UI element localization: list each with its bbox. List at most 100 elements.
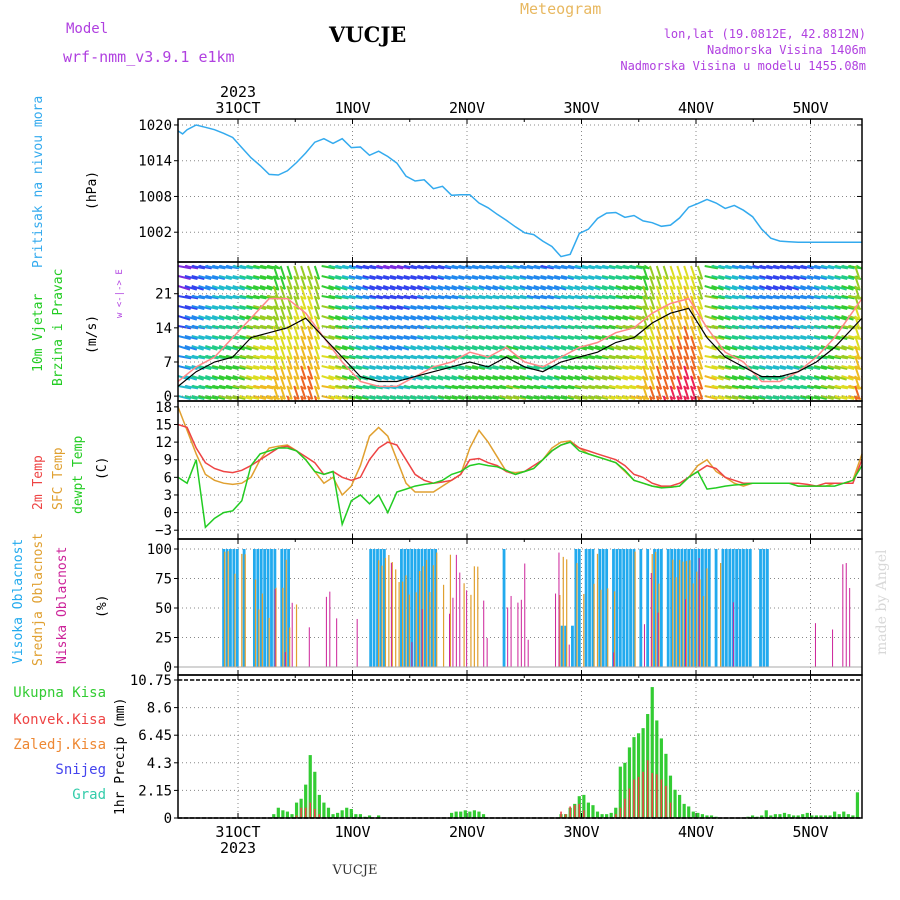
wind-arrow bbox=[704, 385, 719, 390]
mid-cloud-bar bbox=[254, 579, 257, 667]
low-cloud-bar bbox=[650, 573, 652, 667]
low-cloud-bar bbox=[698, 558, 700, 667]
wind-arrow bbox=[800, 325, 814, 330]
wind-arrow-head bbox=[273, 406, 278, 409]
wind-arrow bbox=[307, 345, 314, 360]
wind-arrow bbox=[793, 265, 807, 270]
wind-arrow bbox=[560, 295, 575, 300]
mid-cloud-bar bbox=[658, 583, 660, 667]
wind-arrow bbox=[601, 325, 616, 330]
wind-arrow bbox=[512, 265, 527, 270]
wind-arrow bbox=[362, 385, 377, 390]
wind-arrow bbox=[772, 355, 787, 360]
wind-arrow bbox=[642, 345, 649, 360]
wind-arrow bbox=[499, 265, 513, 270]
high-cloud-bar bbox=[369, 549, 373, 667]
wind-arrow bbox=[649, 345, 656, 360]
wind-arrow bbox=[403, 295, 418, 300]
wind-panel: 0 7 14 21 bbox=[155, 261, 863, 409]
wind-arrow bbox=[348, 265, 363, 270]
wind-arrow bbox=[424, 295, 438, 300]
wind-arrow bbox=[178, 265, 192, 270]
wind-arrow bbox=[642, 355, 649, 370]
wind-arrow bbox=[478, 385, 493, 390]
wind-arrow bbox=[676, 305, 683, 320]
product-title: Meteogram bbox=[520, 0, 601, 18]
wind-arrow bbox=[745, 385, 760, 390]
wind-arrow bbox=[696, 265, 704, 280]
y-tick-label: 75 bbox=[155, 572, 172, 588]
wind-arrow-head bbox=[287, 406, 292, 409]
high-cloud-bar bbox=[382, 549, 386, 667]
total-precip-bar bbox=[851, 815, 855, 818]
wind-arrow bbox=[554, 325, 568, 330]
wind-arrow bbox=[731, 265, 746, 270]
y-tick-label: 12 bbox=[155, 435, 172, 451]
wind-arrow bbox=[307, 325, 314, 340]
wind-arrow bbox=[683, 285, 690, 300]
wind-arrow bbox=[752, 265, 766, 270]
wind-arrow bbox=[772, 265, 787, 270]
wind-arrow bbox=[321, 325, 335, 330]
wind-arrow bbox=[854, 325, 861, 340]
wind-arrow bbox=[376, 265, 390, 270]
wind-arrow bbox=[293, 345, 300, 360]
wind-arrow bbox=[827, 295, 842, 300]
high-cloud-bar bbox=[721, 549, 725, 667]
mid-cloud-bar bbox=[391, 562, 393, 667]
wind-arrow bbox=[669, 315, 676, 330]
wind-arrow bbox=[752, 295, 766, 300]
conv-precip-bar bbox=[564, 814, 567, 818]
wind-arrow bbox=[300, 265, 307, 280]
mid-cloud-bar bbox=[227, 551, 229, 667]
wind-arrow bbox=[410, 325, 424, 330]
wind-arrow bbox=[662, 305, 670, 320]
mid-cloud-bar bbox=[720, 563, 722, 667]
wind-arrow bbox=[745, 325, 760, 330]
wind-arrow bbox=[560, 265, 575, 270]
wind-arrow bbox=[313, 335, 321, 350]
wind-arrow bbox=[669, 265, 676, 280]
model-label: Model bbox=[66, 21, 108, 37]
high-cloud-bar bbox=[632, 549, 636, 667]
low-cloud-bar bbox=[466, 590, 468, 667]
conv-precip-bar bbox=[651, 773, 654, 818]
wind-arrow bbox=[341, 385, 356, 390]
wind-arrow bbox=[718, 325, 732, 330]
wind-arrow bbox=[533, 355, 548, 360]
total-precip-bar bbox=[472, 810, 476, 818]
y-tick-label: 10.75 bbox=[130, 673, 172, 689]
wind-arrow bbox=[424, 325, 438, 330]
conv-precip-bar bbox=[656, 774, 658, 818]
precip-label-conv: Konvek.Kisa bbox=[13, 712, 106, 728]
wind-arrow bbox=[766, 355, 780, 360]
wind-arrow bbox=[272, 305, 280, 320]
wind-arrow bbox=[191, 385, 206, 390]
low-cloud-bar bbox=[555, 593, 557, 667]
sfc-temp-line bbox=[177, 406, 863, 497]
wind-arrow bbox=[471, 295, 486, 300]
low-cloud-bar bbox=[510, 595, 512, 667]
wind-arrow bbox=[540, 265, 554, 270]
top-day-label: 1NOV bbox=[334, 99, 370, 117]
wind-arrow bbox=[766, 295, 780, 300]
wind-arrow bbox=[683, 395, 687, 401]
wind-arrow bbox=[232, 325, 247, 330]
wind-arrow bbox=[369, 385, 383, 390]
wind-arrow bbox=[696, 335, 704, 350]
wind-arrow bbox=[191, 295, 206, 300]
temp-2m-line bbox=[177, 423, 863, 487]
conv-precip-bar bbox=[660, 779, 663, 818]
wind-arrow bbox=[225, 265, 240, 270]
wind-arrow bbox=[307, 355, 314, 370]
high-cloud-bar bbox=[714, 549, 718, 667]
wind-arrow bbox=[279, 315, 286, 330]
wind-arrow bbox=[191, 355, 206, 360]
low-cloud-bar bbox=[459, 572, 461, 667]
wind-arrow bbox=[629, 355, 643, 360]
mid-cloud-bar bbox=[224, 551, 226, 667]
total-precip-bar bbox=[678, 794, 682, 818]
high-cloud-bar bbox=[588, 549, 591, 667]
wind-arrow bbox=[662, 265, 670, 280]
